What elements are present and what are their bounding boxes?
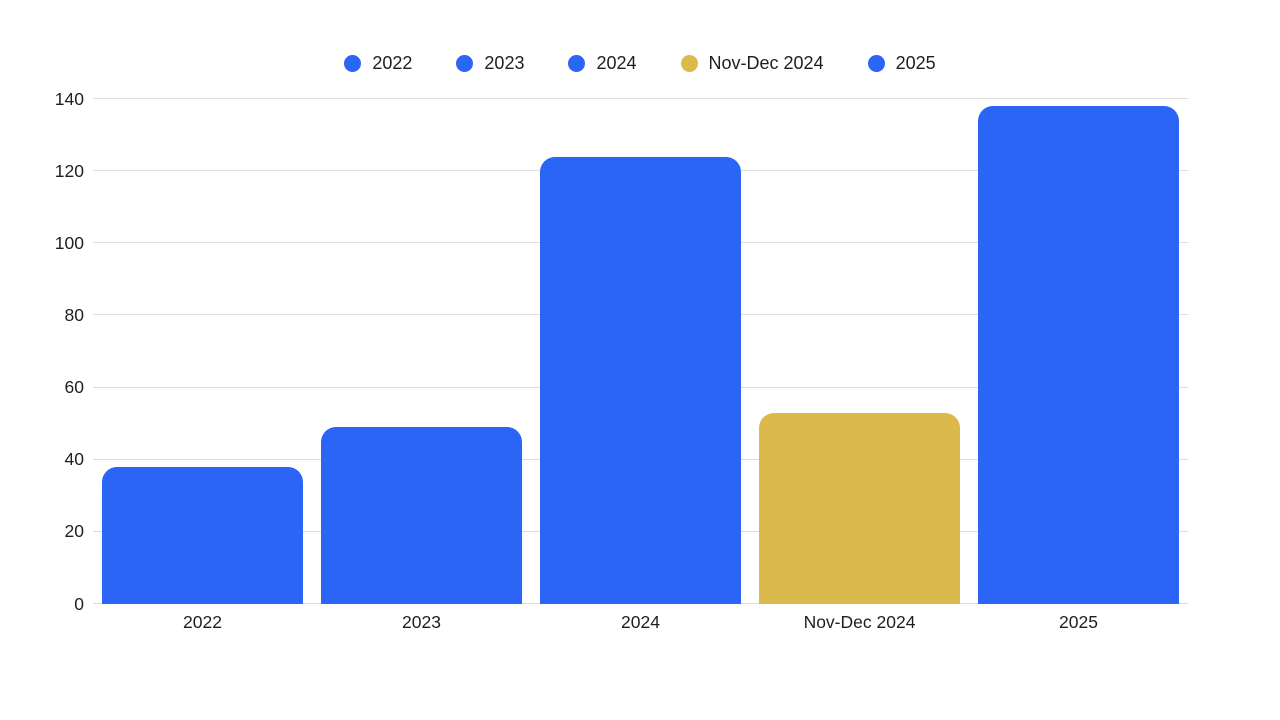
y-tick-label: 0 [74,593,84,614]
bar-band [750,99,969,604]
legend-item-2023: 2023 [456,54,524,72]
gridline [93,98,1188,99]
y-tick-label: 100 [54,232,84,253]
legend-item-nov-dec-2024: Nov-Dec 2024 [680,53,824,73]
y-tick-label: 60 [64,376,84,397]
bar-nov-dec-2024 [758,412,961,604]
legend-dot-icon [680,54,698,72]
bar-2023 [320,427,523,604]
x-axis: 2022 2023 2024 Nov-Dec 2024 2025 [93,611,1188,634]
plot-area [93,98,1188,604]
bar-2024 [539,156,742,604]
legend-label: Nov-Dec 2024 [708,53,824,73]
bar-band [312,99,531,604]
legend-item-2024: 2024 [568,53,637,73]
x-tick-label: Nov-Dec 2024 [803,612,916,632]
legend-dot-icon [568,54,586,72]
legend-item-2025: 2025 [867,53,936,73]
chart-legend: 2022 2023 2024 Nov-Dec 2024 2025 [0,50,1280,76]
legend-label: 2024 [596,53,637,73]
y-tick-label: 20 [64,521,84,542]
y-tick-label: 120 [54,160,84,181]
bar-band [969,99,1188,604]
legend-item-2022: 2022 [344,54,412,72]
x-tick-label: 2025 [1059,612,1098,632]
x-tick-label: 2022 [183,612,222,632]
bar-2025 [977,106,1180,604]
bar-2022 [101,466,304,604]
y-tick-label: 140 [54,88,84,109]
x-tick-label: 2023 [402,612,441,632]
legend-dot-icon [867,54,885,72]
legend-dot-icon [456,54,474,72]
legend-label: 2022 [372,53,413,73]
bar-band [93,99,312,604]
y-axis: 0 20 40 60 80 100 120 140 [0,90,84,612]
legend-dot-icon [344,54,362,72]
bar-series [93,99,1188,604]
y-tick-label: 80 [64,304,84,325]
x-tick-label: 2024 [621,612,660,632]
legend-label: 2025 [895,53,936,73]
y-tick-label: 40 [64,448,84,469]
bar-band [531,99,750,604]
legend-label: 2023 [484,53,525,73]
